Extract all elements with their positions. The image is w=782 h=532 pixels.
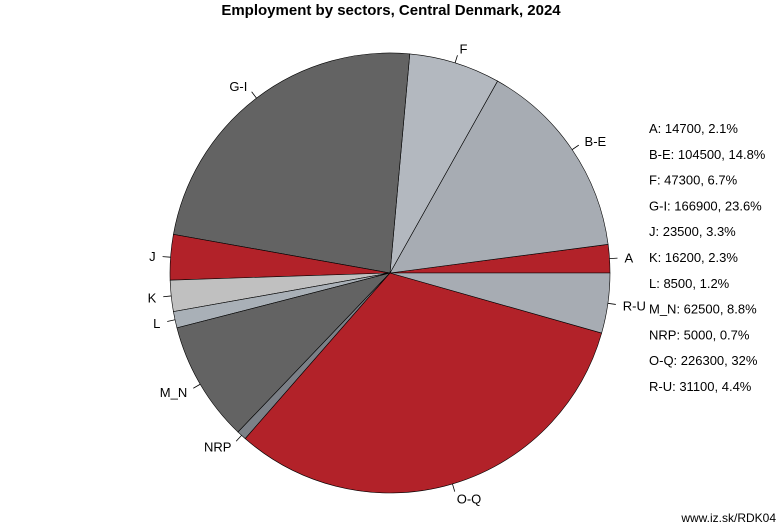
slice-label-o-q: O-Q xyxy=(457,491,482,506)
pie-slice-b-e xyxy=(389,80,609,274)
pie-slice-g-i xyxy=(173,52,411,274)
leader-line-f xyxy=(454,55,458,63)
legend-item-b-e: B-E: 104500, 14.8% xyxy=(649,147,766,162)
pie-slice-r-u xyxy=(389,272,611,334)
leader-line-a xyxy=(609,257,618,260)
slice-label-b-e: B-E xyxy=(585,134,607,149)
leader-line-l xyxy=(167,319,176,322)
slice-label-l: L xyxy=(153,316,160,331)
slice-label-f: F xyxy=(460,42,468,57)
slice-label-j: J xyxy=(149,249,156,264)
legend-item-f: F: 47300, 6.7% xyxy=(649,173,738,188)
legend-item-l: L: 8500, 1.2% xyxy=(649,276,730,291)
legend-item-r-u: R-U: 31100, 4.4% xyxy=(649,379,752,394)
legend-item-nrp: NRP: 5000, 0.7% xyxy=(649,327,750,342)
legend-item-g-i: G-I: 166900, 23.6% xyxy=(649,198,762,213)
leader-line-o-q xyxy=(452,483,456,492)
slice-label-a: A xyxy=(625,251,634,266)
slice-label-g-i: G-I xyxy=(229,79,247,94)
chart-title: Employment by sectors, Central Denmark, … xyxy=(221,2,561,19)
slice-label-r-u: R-U xyxy=(623,298,646,313)
slice-label-nrp: NRP xyxy=(204,439,231,454)
slice-label-k: K xyxy=(148,291,157,306)
slice-label-m_n: M_N xyxy=(160,385,187,400)
leader-line-g-i xyxy=(251,91,257,99)
pie-slices xyxy=(169,52,611,494)
legend-item-o-q: O-Q: 226300, 32% xyxy=(649,353,758,368)
leader-line-r-u xyxy=(607,302,616,305)
leader-line-k xyxy=(163,295,172,298)
source-url: www.iz.sk/RDK04 xyxy=(680,511,776,525)
leader-line-m_n xyxy=(193,383,201,389)
leader-line-b-e xyxy=(571,144,579,150)
slice-labels: A B-E F G-I J KL M_N NRP O-Q R-U xyxy=(148,42,646,507)
legend: A: 14700, 2.1% B-E: 104500, 14.8% F: 47300… xyxy=(649,121,766,394)
legend-item-a: A: 14700, 2.1% xyxy=(649,121,738,136)
pie-slice-m_n xyxy=(176,272,391,433)
legend-item-m_n: M_N: 62500, 8.8% xyxy=(649,302,757,317)
legend-item-k: K: 16200, 2.3% xyxy=(649,250,738,265)
leader-line-j xyxy=(162,256,171,258)
legend-item-j: J: 23500, 3.3% xyxy=(649,224,736,239)
leader-line-nrp xyxy=(235,435,242,442)
